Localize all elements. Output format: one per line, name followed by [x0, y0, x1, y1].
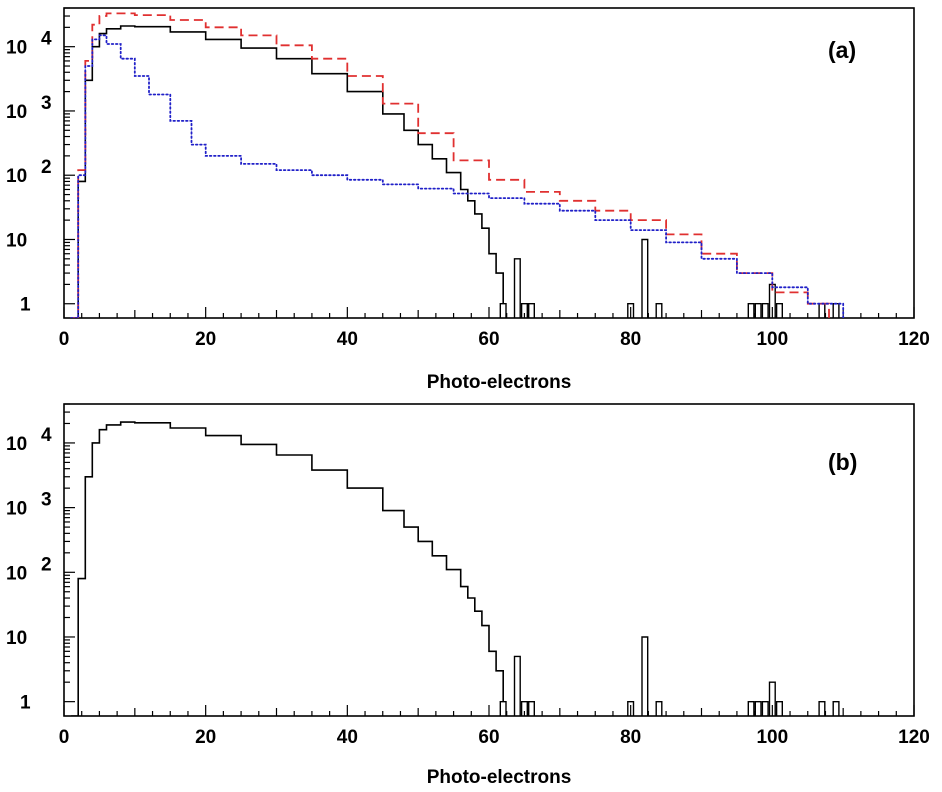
data-layer: [71, 421, 840, 716]
histogram-spike: [754, 303, 762, 318]
y-tick-exponent: 4: [41, 425, 52, 446]
panel-a: 0 20 40 60 80 100 120 1 10 10 2 10 3 10 4 Photo-electro…: [6, 7, 930, 393]
histogram-spike: [528, 701, 535, 716]
x-tick-label: 40: [337, 727, 358, 748]
x-tick-label: 80: [620, 329, 641, 350]
x-tick-label: 0: [59, 727, 70, 748]
x-tick-label: 100: [756, 329, 788, 350]
y-tick-label: 10: [6, 230, 27, 251]
y-tick-label: 10: [6, 102, 27, 123]
histogram-spike: [513, 258, 521, 318]
x-tick-label: 60: [478, 329, 499, 350]
histogram-spike: [775, 701, 783, 716]
series-dotted-histogram: [70, 34, 845, 318]
histogram-spike: [761, 303, 769, 318]
x-tick-label: 40: [337, 329, 358, 350]
x-tick-label: 60: [478, 727, 499, 748]
histogram-spike: [499, 701, 507, 716]
y-tick-label: 10: [6, 434, 27, 455]
histogram-spike: [768, 681, 776, 716]
histogram-spike: [655, 303, 663, 318]
histogram-spike: [832, 303, 840, 318]
series-solid-histogram: [71, 421, 504, 716]
panel-label: (a): [828, 37, 856, 63]
histogram-spike: [499, 303, 507, 318]
y-tick-exponent: 3: [41, 93, 52, 114]
y-tick-exponent: 2: [41, 554, 52, 575]
y-tick-label: 1: [20, 295, 31, 316]
histogram-spike: [627, 303, 635, 318]
x-tick-label: 100: [756, 727, 788, 748]
x-axis-title: Photo-electrons: [427, 372, 572, 393]
y-tick-label: 10: [6, 628, 27, 649]
histogram-spike: [641, 238, 649, 318]
histogram-spike: [747, 303, 755, 318]
histogram-spike: [641, 636, 649, 716]
histogram-spike: [818, 303, 826, 318]
y-tick-label: 10: [6, 38, 27, 59]
histogram-spike: [747, 701, 755, 716]
x-tick-label: 20: [195, 727, 216, 748]
x-tick-label: 0: [59, 329, 70, 350]
histogram-spike: [818, 701, 826, 716]
histogram-spike: [761, 701, 769, 716]
y-tick-exponent: 4: [41, 29, 52, 50]
series-solid-histogram: [71, 25, 504, 318]
x-tick-label: 20: [195, 329, 216, 350]
x-tick-label: 120: [898, 329, 930, 350]
x-tick-label: 80: [620, 727, 641, 748]
histogram-spike: [832, 701, 840, 716]
y-tick-label: 10: [6, 499, 27, 520]
x-tick-label: 120: [898, 727, 930, 748]
histogram-spike: [775, 303, 783, 318]
histogram-spike: [528, 303, 535, 318]
y-tick-label: 1: [20, 693, 31, 714]
panel-label: (b): [828, 449, 857, 475]
y-tick-label: 10: [6, 563, 27, 584]
plot-frame: [63, 403, 915, 717]
histogram-spike: [754, 701, 762, 716]
histogram-spike: [520, 303, 528, 318]
y-tick-exponent: 2: [41, 157, 52, 178]
y-tick-label: 10: [6, 166, 27, 187]
histogram-spike: [520, 701, 528, 716]
series-dashed-histogram: [71, 12, 830, 318]
histogram-spike: [627, 701, 635, 716]
data-layer: [70, 12, 845, 318]
histogram-spike: [655, 701, 663, 716]
x-axis-title: Photo-electrons: [427, 767, 572, 788]
panel-b: 0 20 40 60 80 100 120 1 10 10 2 10 3 10 4 Photo-electro…: [6, 403, 930, 788]
y-tick-exponent: 3: [41, 490, 52, 511]
histogram-spike: [513, 655, 521, 716]
